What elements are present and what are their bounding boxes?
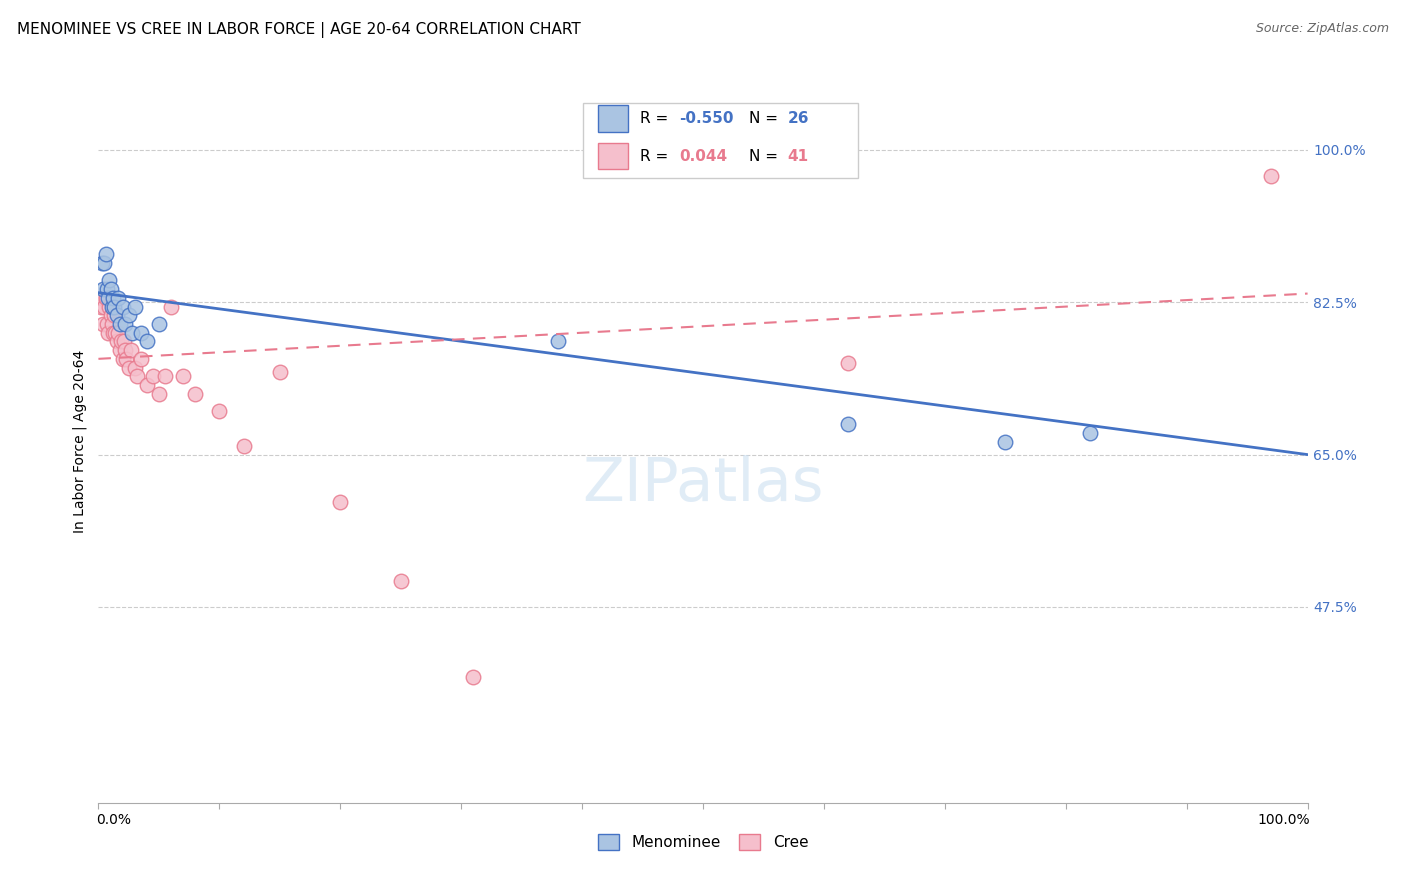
Point — [232, 439, 254, 453]
Point — [547, 334, 569, 349]
Legend: Menominee, Cree: Menominee, Cree — [592, 829, 814, 856]
Point — [94, 291, 117, 305]
Point — [153, 369, 176, 384]
Point — [90, 300, 112, 314]
Point — [389, 574, 412, 588]
Point — [112, 334, 135, 349]
Point — [105, 334, 128, 349]
Point — [121, 326, 143, 340]
Text: 100.0%: 100.0% — [1257, 814, 1310, 827]
Point — [837, 356, 859, 370]
Point — [91, 291, 114, 305]
Point — [94, 247, 117, 261]
Text: 41: 41 — [787, 149, 808, 163]
Point — [135, 378, 157, 392]
Point — [463, 669, 485, 683]
Text: -0.550: -0.550 — [679, 112, 734, 126]
Text: 26: 26 — [787, 112, 808, 126]
Point — [96, 282, 118, 296]
Point — [1260, 169, 1282, 183]
Point — [104, 326, 127, 340]
Text: MENOMINEE VS CREE IN LABOR FORCE | AGE 20-64 CORRELATION CHART: MENOMINEE VS CREE IN LABOR FORCE | AGE 2… — [17, 22, 581, 38]
Point — [93, 256, 115, 270]
Text: 0.044: 0.044 — [679, 149, 727, 163]
Point — [129, 351, 152, 366]
Text: N =: N = — [749, 112, 783, 126]
Point — [111, 300, 134, 314]
Point — [91, 256, 114, 270]
Point — [103, 308, 125, 322]
Text: 0.0%: 0.0% — [96, 814, 131, 827]
Point — [124, 360, 146, 375]
Point — [118, 308, 141, 322]
Text: N =: N = — [749, 149, 783, 163]
Point — [107, 326, 129, 340]
Point — [120, 343, 142, 358]
Point — [1078, 425, 1101, 440]
Point — [329, 495, 352, 509]
Point — [208, 404, 231, 418]
Point — [103, 300, 125, 314]
Point — [994, 434, 1017, 449]
Point — [118, 360, 141, 375]
Point — [108, 343, 131, 358]
Point — [184, 386, 207, 401]
Point — [108, 317, 131, 331]
Point — [100, 300, 122, 314]
Point — [114, 343, 136, 358]
Point — [142, 369, 165, 384]
Point — [98, 273, 121, 287]
Point — [172, 369, 194, 384]
Y-axis label: In Labor Force | Age 20-64: In Labor Force | Age 20-64 — [73, 350, 87, 533]
Point — [101, 326, 124, 340]
Text: R =: R = — [640, 112, 673, 126]
Point — [107, 291, 129, 305]
Point — [135, 334, 157, 349]
Point — [101, 291, 124, 305]
Point — [96, 317, 118, 331]
Point — [115, 351, 138, 366]
Text: ZIPatlas: ZIPatlas — [582, 456, 824, 515]
Text: R =: R = — [640, 149, 678, 163]
Point — [111, 351, 134, 366]
Point — [93, 300, 115, 314]
Point — [129, 326, 152, 340]
Point — [127, 369, 149, 384]
Point — [110, 334, 132, 349]
Point — [160, 300, 183, 314]
Point — [97, 326, 120, 340]
Point — [98, 300, 121, 314]
Point — [837, 417, 859, 431]
Text: Source: ZipAtlas.com: Source: ZipAtlas.com — [1256, 22, 1389, 36]
Point — [148, 386, 170, 401]
Point — [97, 291, 120, 305]
Point — [105, 308, 128, 322]
Point — [91, 282, 114, 296]
Point — [100, 317, 122, 331]
Point — [100, 308, 122, 322]
Point — [124, 300, 146, 314]
Point — [91, 317, 114, 331]
Point — [269, 365, 291, 379]
Point — [148, 317, 170, 331]
Point — [100, 282, 122, 296]
Point — [114, 317, 136, 331]
